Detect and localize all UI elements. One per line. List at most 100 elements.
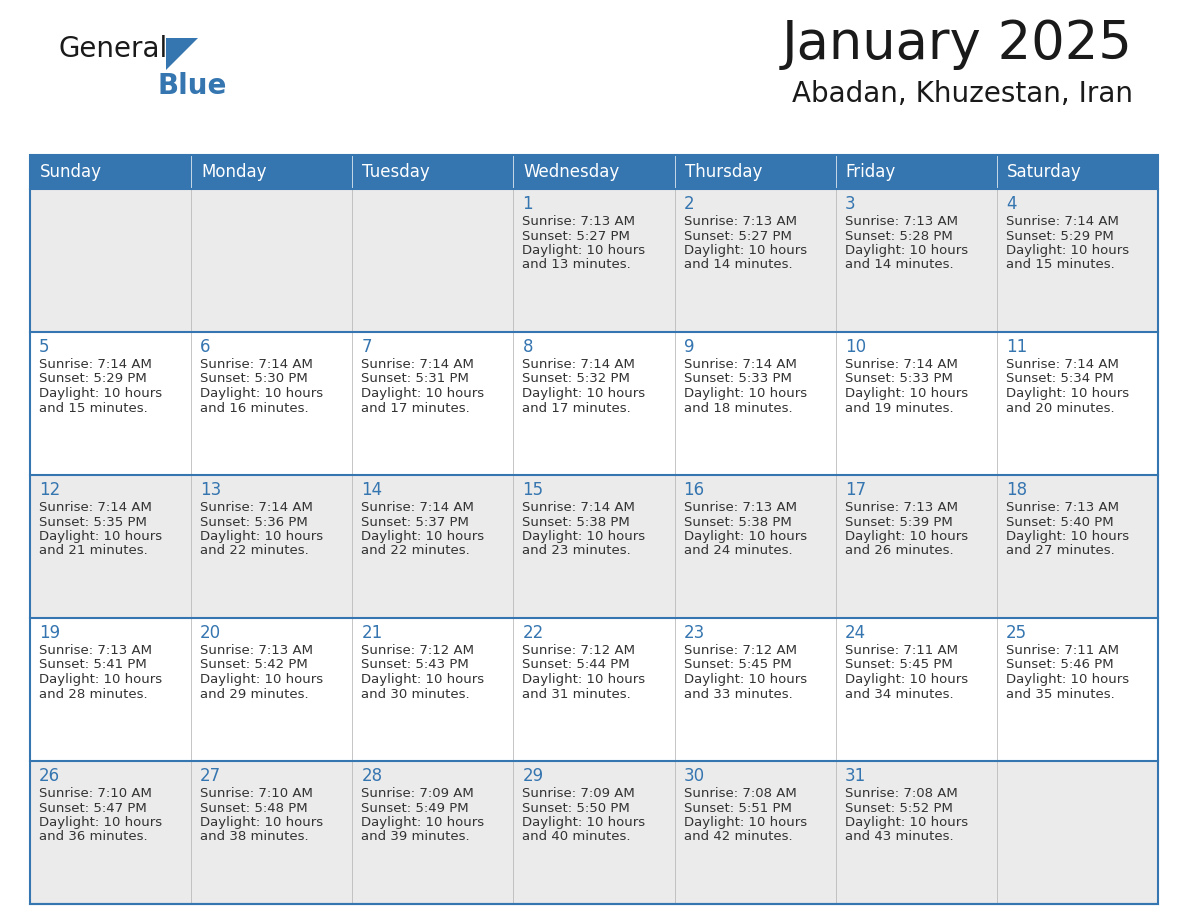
Text: Sunrise: 7:14 AM: Sunrise: 7:14 AM [1006,358,1119,371]
Polygon shape [166,38,198,70]
Text: 12: 12 [39,481,61,499]
Text: Daylight: 10 hours: Daylight: 10 hours [1006,530,1129,543]
Text: January 2025: January 2025 [782,18,1133,70]
Text: Sunrise: 7:12 AM: Sunrise: 7:12 AM [523,644,636,657]
Text: Daylight: 10 hours: Daylight: 10 hours [683,816,807,829]
Text: 21: 21 [361,624,383,642]
Text: Sunset: 5:45 PM: Sunset: 5:45 PM [683,658,791,671]
Text: Sunset: 5:51 PM: Sunset: 5:51 PM [683,801,791,814]
Bar [30,475,1158,618]
Text: Sunrise: 7:11 AM: Sunrise: 7:11 AM [845,644,958,657]
Text: and 15 minutes.: and 15 minutes. [1006,259,1114,272]
Text: Sunset: 5:43 PM: Sunset: 5:43 PM [361,658,469,671]
Text: 14: 14 [361,481,383,499]
Text: Sunrise: 7:14 AM: Sunrise: 7:14 AM [39,358,152,371]
Text: Sunset: 5:36 PM: Sunset: 5:36 PM [200,516,308,529]
Text: Sunset: 5:31 PM: Sunset: 5:31 PM [361,373,469,386]
Text: Wednesday: Wednesday [524,163,620,181]
Text: Daylight: 10 hours: Daylight: 10 hours [361,816,485,829]
Text: Daylight: 10 hours: Daylight: 10 hours [200,530,323,543]
Text: Sunset: 5:35 PM: Sunset: 5:35 PM [39,516,147,529]
Text: Daylight: 10 hours: Daylight: 10 hours [845,530,968,543]
Text: and 22 minutes.: and 22 minutes. [200,544,309,557]
Text: Monday: Monday [201,163,266,181]
Text: Sunset: 5:30 PM: Sunset: 5:30 PM [200,373,308,386]
Text: and 16 minutes.: and 16 minutes. [200,401,309,415]
Text: Daylight: 10 hours: Daylight: 10 hours [361,673,485,686]
Text: and 24 minutes.: and 24 minutes. [683,544,792,557]
Text: Tuesday: Tuesday [362,163,430,181]
Text: and 14 minutes.: and 14 minutes. [845,259,953,272]
Text: Sunrise: 7:14 AM: Sunrise: 7:14 AM [1006,215,1119,228]
Bar [30,761,1158,904]
Text: Thursday: Thursday [684,163,762,181]
Text: Sunset: 5:28 PM: Sunset: 5:28 PM [845,230,953,242]
Text: Sunrise: 7:11 AM: Sunrise: 7:11 AM [1006,644,1119,657]
Text: Sunrise: 7:14 AM: Sunrise: 7:14 AM [523,501,636,514]
Text: Sunrise: 7:12 AM: Sunrise: 7:12 AM [683,644,797,657]
Text: and 30 minutes.: and 30 minutes. [361,688,470,700]
Text: 11: 11 [1006,338,1028,356]
Text: Sunset: 5:29 PM: Sunset: 5:29 PM [39,373,147,386]
Text: Sunset: 5:42 PM: Sunset: 5:42 PM [200,658,308,671]
Text: Daylight: 10 hours: Daylight: 10 hours [1006,387,1129,400]
Text: and 15 minutes.: and 15 minutes. [39,401,147,415]
Bar [675,155,835,189]
Text: Daylight: 10 hours: Daylight: 10 hours [683,244,807,257]
Text: Daylight: 10 hours: Daylight: 10 hours [200,387,323,400]
Text: Sunset: 5:50 PM: Sunset: 5:50 PM [523,801,630,814]
Text: Sunset: 5:33 PM: Sunset: 5:33 PM [845,373,953,386]
Text: and 22 minutes.: and 22 minutes. [361,544,470,557]
Bar [997,155,1158,189]
Text: 19: 19 [39,624,61,642]
Text: 4: 4 [1006,195,1017,213]
Text: and 17 minutes.: and 17 minutes. [361,401,470,415]
Text: and 36 minutes.: and 36 minutes. [39,831,147,844]
Text: Sunset: 5:46 PM: Sunset: 5:46 PM [1006,658,1113,671]
Text: and 19 minutes.: and 19 minutes. [845,401,953,415]
Text: Sunrise: 7:14 AM: Sunrise: 7:14 AM [200,501,312,514]
Text: and 33 minutes.: and 33 minutes. [683,688,792,700]
Bar [191,155,353,189]
Text: Daylight: 10 hours: Daylight: 10 hours [361,530,485,543]
Text: Daylight: 10 hours: Daylight: 10 hours [523,387,645,400]
Text: Sunset: 5:49 PM: Sunset: 5:49 PM [361,801,469,814]
Text: Sunrise: 7:14 AM: Sunrise: 7:14 AM [845,358,958,371]
Text: and 23 minutes.: and 23 minutes. [523,544,631,557]
Text: and 35 minutes.: and 35 minutes. [1006,688,1114,700]
Text: Sunrise: 7:14 AM: Sunrise: 7:14 AM [200,358,312,371]
Bar [30,189,1158,332]
Text: 13: 13 [200,481,221,499]
Text: Daylight: 10 hours: Daylight: 10 hours [683,387,807,400]
Text: Sunrise: 7:13 AM: Sunrise: 7:13 AM [1006,501,1119,514]
Text: 31: 31 [845,767,866,785]
Text: Sunrise: 7:13 AM: Sunrise: 7:13 AM [845,501,958,514]
Text: and 18 minutes.: and 18 minutes. [683,401,792,415]
Bar [30,155,1158,904]
Text: and 29 minutes.: and 29 minutes. [200,688,309,700]
Text: Sunset: 5:47 PM: Sunset: 5:47 PM [39,801,147,814]
Text: Sunrise: 7:12 AM: Sunrise: 7:12 AM [361,644,474,657]
Text: and 20 minutes.: and 20 minutes. [1006,401,1114,415]
Text: Sunset: 5:45 PM: Sunset: 5:45 PM [845,658,953,671]
Text: 2: 2 [683,195,694,213]
Text: Sunrise: 7:10 AM: Sunrise: 7:10 AM [200,787,312,800]
Text: Sunrise: 7:14 AM: Sunrise: 7:14 AM [361,358,474,371]
Text: Daylight: 10 hours: Daylight: 10 hours [845,387,968,400]
Text: Sunrise: 7:13 AM: Sunrise: 7:13 AM [200,644,314,657]
Text: Sunrise: 7:13 AM: Sunrise: 7:13 AM [683,215,797,228]
Text: Sunrise: 7:09 AM: Sunrise: 7:09 AM [361,787,474,800]
Text: 30: 30 [683,767,704,785]
Text: Daylight: 10 hours: Daylight: 10 hours [361,387,485,400]
Text: Daylight: 10 hours: Daylight: 10 hours [39,816,162,829]
Bar [30,155,191,189]
Text: Sunrise: 7:14 AM: Sunrise: 7:14 AM [361,501,474,514]
Text: Daylight: 10 hours: Daylight: 10 hours [1006,244,1129,257]
Text: Daylight: 10 hours: Daylight: 10 hours [523,673,645,686]
Text: and 34 minutes.: and 34 minutes. [845,688,953,700]
Text: Daylight: 10 hours: Daylight: 10 hours [845,244,968,257]
Text: and 42 minutes.: and 42 minutes. [683,831,792,844]
Text: Daylight: 10 hours: Daylight: 10 hours [683,530,807,543]
Text: and 27 minutes.: and 27 minutes. [1006,544,1114,557]
Text: Daylight: 10 hours: Daylight: 10 hours [39,387,162,400]
